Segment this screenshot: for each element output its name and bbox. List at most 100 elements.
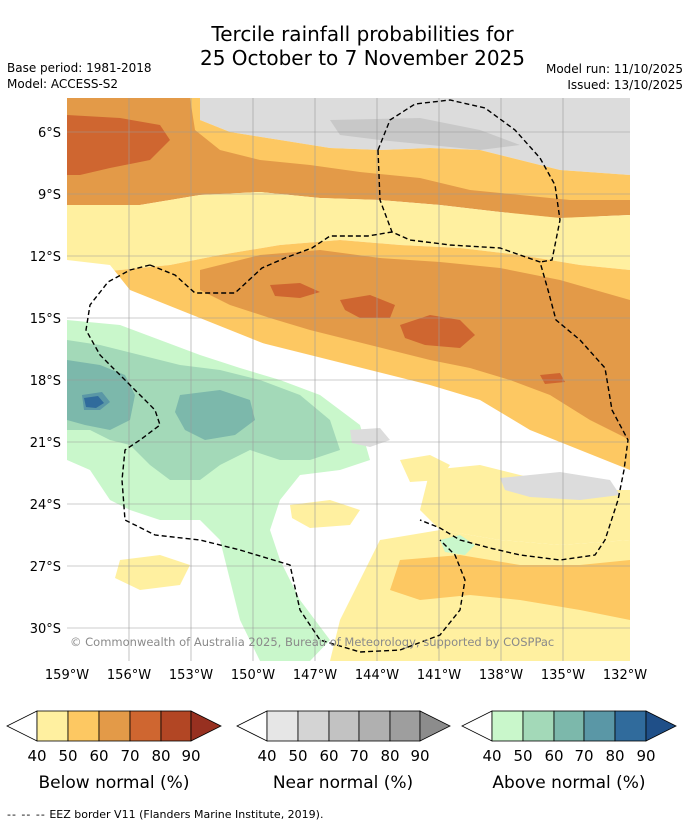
below-normal-north-high xyxy=(67,115,170,175)
colorbar-below-segment xyxy=(36,710,69,742)
colorbar-above-extend-right xyxy=(645,710,677,742)
colorbar-tick: 40 xyxy=(482,747,501,765)
longitude-labels: 159°W 156°W 153°W 150°W 147°W 144°W 141°… xyxy=(45,668,647,683)
grid-lines xyxy=(67,98,630,661)
above-normal-west-dark-2 xyxy=(84,396,104,408)
lat-label: 24°S xyxy=(30,498,61,513)
below-normal-central-high-3 xyxy=(270,283,320,298)
colorbar-above-extend-left xyxy=(461,710,493,742)
base-period: Base period: 1981-2018 xyxy=(7,61,152,75)
colorbar-tick: 80 xyxy=(380,747,399,765)
colorbar-tick: 40 xyxy=(257,747,276,765)
below-normal-north-mid xyxy=(67,98,630,218)
colorbar-below-normal xyxy=(6,710,222,742)
lon-label: 150°W xyxy=(231,668,275,683)
colorbar-near-segment xyxy=(389,710,421,742)
below-normal-yellow-strip xyxy=(400,455,450,482)
colorbar-below-extend-left xyxy=(6,710,38,742)
below-normal-yellow-band xyxy=(67,192,630,275)
copyright-text: © Commonwealth of Australia 2025, Bureau… xyxy=(70,635,554,649)
colorbar-tick: 40 xyxy=(27,747,46,765)
lon-label: 135°W xyxy=(541,668,585,683)
page-title: Tercile rainfall probabilities for 25 Oc… xyxy=(0,22,690,70)
below-normal-south-west-yellow xyxy=(115,555,190,590)
colorbar-below-segment xyxy=(129,710,162,742)
eez-borders xyxy=(85,99,629,653)
below-normal-central-mid xyxy=(200,250,630,440)
lon-label: 144°W xyxy=(355,668,399,683)
colorbar-tick: 70 xyxy=(120,747,139,765)
colorbar-near-extend-left xyxy=(236,710,268,742)
footnote-dash-symbol: -- -- -- xyxy=(7,808,46,821)
colorbar-tick: 90 xyxy=(636,747,655,765)
latitude-labels: 6°S 9°S 12°S 15°S 18°S 21°S 24°S 27°S 30… xyxy=(30,126,61,637)
near-normal-east-patch xyxy=(500,472,620,500)
colorbar-near-segment xyxy=(266,710,299,742)
colorbar-near-normal xyxy=(236,710,451,742)
colorbar-tick: 80 xyxy=(605,747,624,765)
colorbar-tick: 50 xyxy=(513,747,532,765)
below-normal-east-yellow xyxy=(420,465,630,545)
below-normal-central-yellow xyxy=(290,500,360,528)
above-normal-east-green xyxy=(440,535,475,555)
colorbar-below-segment xyxy=(98,710,131,742)
lat-label: 9°S xyxy=(38,188,61,203)
colorbar-above-segment xyxy=(491,710,524,742)
map-panel: © Commonwealth of Australia 2025, Bureau… xyxy=(67,98,630,661)
colorbar-tick: 80 xyxy=(151,747,170,765)
colorbar-tick: 90 xyxy=(410,747,429,765)
lon-label: 147°W xyxy=(293,668,337,683)
colorbar-ticks-above: 40 50 60 70 80 90 xyxy=(482,747,655,765)
lon-label: 156°W xyxy=(107,668,151,683)
issued-date: Issued: 13/10/2025 xyxy=(567,78,683,92)
colorbar-above-segment xyxy=(614,710,647,742)
meta-left: Base period: 1981-2018 Model: ACCESS-S2 xyxy=(7,60,152,92)
colorbar-title-below: Below normal (%) xyxy=(39,773,190,793)
below-normal-east-high xyxy=(540,373,565,384)
colorbar-above-segment xyxy=(522,710,555,742)
lat-label: 30°S xyxy=(30,622,61,637)
lon-label: 141°W xyxy=(417,668,461,683)
lat-label: 18°S xyxy=(30,374,61,389)
colorbar-tick: 60 xyxy=(544,747,563,765)
colorbar-near-extend-right xyxy=(419,710,451,742)
colorbar-above-segment xyxy=(583,710,616,742)
lon-label: 132°W xyxy=(603,668,647,683)
lat-label: 27°S xyxy=(30,560,61,575)
colorbar-near-segment xyxy=(358,710,391,742)
model-run: Model run: 11/10/2025 xyxy=(545,62,683,76)
colorbar-below-segment xyxy=(160,710,192,742)
near-normal-north-darker xyxy=(330,118,520,150)
eez-border-kiribati-line-islands xyxy=(377,149,629,561)
lat-label: 6°S xyxy=(38,126,61,141)
colorbar-tick: 90 xyxy=(181,747,200,765)
lon-label: 159°W xyxy=(45,668,89,683)
colorbar-title-above: Above normal (%) xyxy=(492,773,645,793)
footnote-text: EEZ border V11 (Flanders Marine Institut… xyxy=(49,808,324,821)
eez-border-french-polynesia-west xyxy=(85,264,466,653)
colorbar-tick: 50 xyxy=(58,747,77,765)
lon-label: 153°W xyxy=(169,668,213,683)
below-normal-central-high-1 xyxy=(400,315,475,348)
above-normal-west-high-2 xyxy=(175,390,255,440)
below-normal-central-high-2 xyxy=(340,295,395,318)
colorbar-tick: 60 xyxy=(319,747,338,765)
model-name: Model: ACCESS-S2 xyxy=(7,77,119,91)
lat-label: 12°S xyxy=(30,250,61,265)
colorbar-tick: 70 xyxy=(574,747,593,765)
footnote: -- -- -- EEZ border V11 (Flanders Marine… xyxy=(7,808,323,821)
title-line-1: Tercile rainfall probabilities for xyxy=(211,22,514,46)
colorbar-tick: 50 xyxy=(288,747,307,765)
colorbar-titles: Below normal (%) Near normal (%) Above n… xyxy=(39,773,646,793)
title-line-2: 25 October to 7 November 2025 xyxy=(199,46,526,70)
lat-label: 21°S xyxy=(30,436,61,451)
meta-right: Model run: 11/10/2025 Issued: 13/10/2025 xyxy=(546,61,683,93)
colorbar-ticks-below: 40 50 60 70 80 90 xyxy=(27,747,200,765)
below-normal-south-orange xyxy=(390,555,630,620)
lon-label: 138°W xyxy=(479,668,523,683)
colorbar-above-segment xyxy=(553,710,585,742)
colorbar-title-near: Near normal (%) xyxy=(273,773,413,793)
eez-border-cook-northeast xyxy=(149,231,393,294)
colorbar-near-segment xyxy=(297,710,330,742)
